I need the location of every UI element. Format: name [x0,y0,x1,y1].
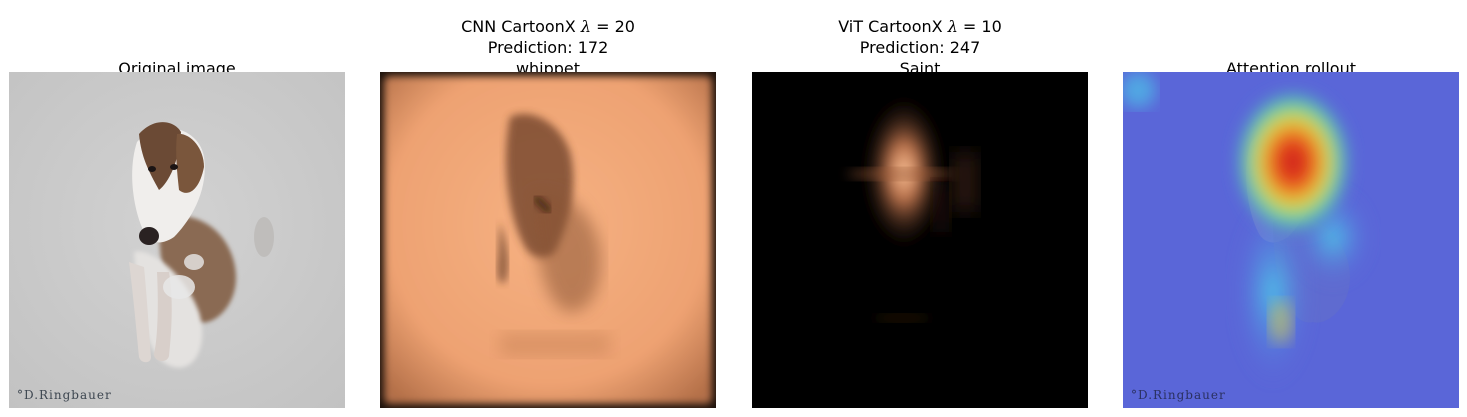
vit-cartoonx-lambda-line: ViT CartoonX λ = 10 [838,17,1002,36]
photo-watermark: °D.Ringbauer [17,388,112,402]
vit-prediction-label: Prediction: 247 [859,38,981,57]
cnn-cartoonx-panel: CNN CartoonX λ = 20 Prediction: 172 whip… [380,0,716,417]
cnn-cartoonx-lambda-line: CNN CartoonX λ = 20 [461,17,635,36]
attention-rollout-heatmap: °D.Ringbauer [1123,72,1459,408]
vit-cartoonx-explanation-map [752,72,1088,408]
attention-rollout-panel: Attention rollout [1123,0,1459,417]
original-dog-photo: °D.Ringbauer [9,72,345,408]
original-image-panel: Original image [9,0,345,417]
vit-cartoonx-title: ViT CartoonX λ = 10 Prediction: 247 Sain… [732,16,1108,79]
heatmap-watermark: °D.Ringbauer [1131,388,1226,402]
cnn-cartoonx-title: CNN CartoonX λ = 20 Prediction: 172 whip… [360,16,736,79]
cnn-cartoonx-explanation-map [380,72,716,408]
vit-cartoonx-panel: ViT CartoonX λ = 10 Prediction: 247 Sain… [752,0,1088,417]
cnn-prediction-label: Prediction: 172 [487,38,609,57]
